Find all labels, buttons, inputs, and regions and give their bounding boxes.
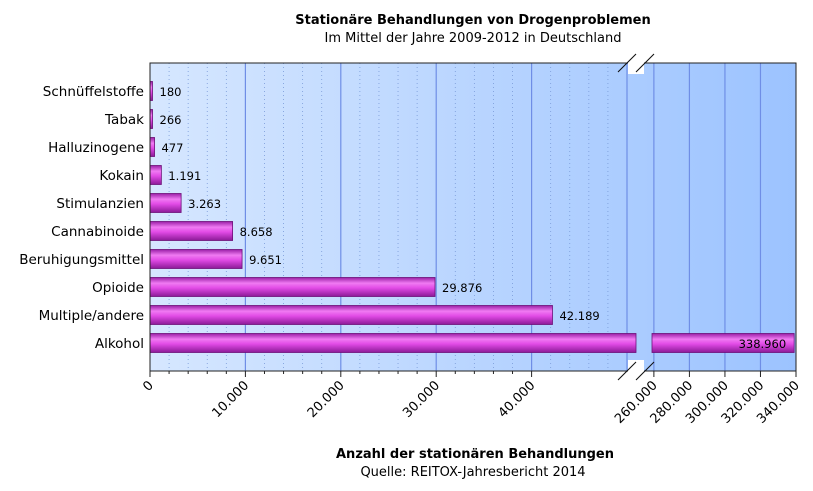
bar <box>149 277 436 297</box>
bar-continued <box>651 333 795 353</box>
data-label: 338.960 <box>739 337 787 351</box>
category-label: Multiple/andere <box>39 308 144 324</box>
tick-labels: 0 10.000 20.000 30.000 40.000 260.000280.0003… <box>140 371 803 427</box>
bar <box>149 305 553 325</box>
category-labels: Schnüffelstoffe Tabak Halluzinogene Kokain S… <box>19 84 144 352</box>
category-label: Alkohol <box>95 336 144 352</box>
tick-label: 30.000 <box>400 378 443 421</box>
tick-label: 40.000 <box>496 378 539 421</box>
bar <box>149 221 233 241</box>
data-label: 266 <box>160 113 182 127</box>
category-label: Schnüffelstoffe <box>43 84 144 100</box>
bar <box>149 333 637 353</box>
bar <box>149 249 243 269</box>
tick-label: 10.000 <box>209 378 252 421</box>
category-label: Stimulanzien <box>56 196 144 212</box>
chart-subtitle: Im Mittel der Jahre 2009-2012 in Deutsch… <box>325 31 622 46</box>
category-label: Kokain <box>99 168 144 184</box>
data-label: 477 <box>162 141 184 155</box>
category-label: Halluzinogene <box>48 140 144 156</box>
break-marker-top <box>635 53 655 73</box>
bar <box>149 137 155 157</box>
category-label: Cannabinoide <box>51 224 144 240</box>
source-note: Quelle: REITOX-Jahresbericht 2014 <box>360 465 585 480</box>
data-label: 180 <box>160 85 182 99</box>
break-marker-bottom <box>617 361 637 381</box>
bar <box>149 193 182 213</box>
data-label: 1.191 <box>168 169 201 183</box>
bar <box>149 165 162 185</box>
data-label: 42.189 <box>559 309 599 323</box>
data-label: 29.876 <box>442 281 482 295</box>
break-marker-top-gap <box>628 52 644 74</box>
plot-frame <box>149 62 797 372</box>
category-label: Beruhigungsmittel <box>19 252 144 268</box>
tick-label: 0 <box>140 378 156 394</box>
chart-title: Stationäre Behandlungen von Drogenproble… <box>295 13 650 28</box>
axis-break-markers <box>617 52 655 382</box>
tick-label: 20.000 <box>305 378 348 421</box>
bars: 180 266 477 1.191 3.263 8.658 9.651 29.876 42.18… <box>149 81 795 353</box>
category-label: Tabak <box>104 112 144 128</box>
data-label: 3.263 <box>188 197 221 211</box>
data-label: 8.658 <box>240 225 273 239</box>
break-marker-top <box>617 53 637 73</box>
category-label: Opioide <box>92 280 144 296</box>
break-marker-bottom <box>635 361 655 381</box>
x-axis-label: Anzahl der stationären Behandlungen <box>336 447 614 462</box>
data-label: 9.651 <box>249 253 282 267</box>
break-marker-bottom-gap <box>628 360 644 382</box>
